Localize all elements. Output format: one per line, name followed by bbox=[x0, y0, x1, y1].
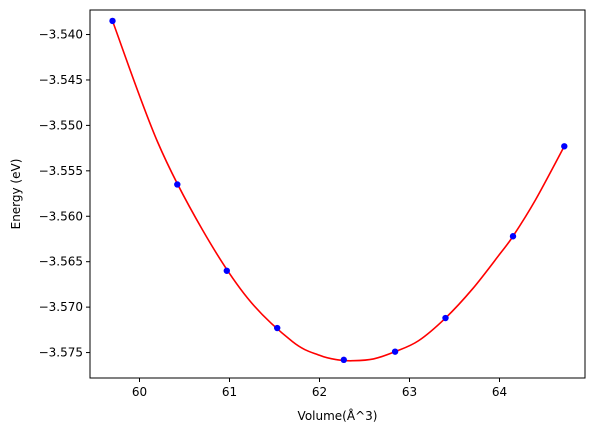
data-point bbox=[340, 356, 347, 364]
data-point bbox=[109, 17, 116, 25]
y-tick-label: −3.565 bbox=[39, 255, 83, 269]
x-axis-title: Volume(Å^3) bbox=[298, 408, 378, 423]
y-tick-label: −3.570 bbox=[39, 300, 83, 314]
x-tick-label: 62 bbox=[312, 385, 327, 399]
fit-curve-line bbox=[111, 20, 566, 362]
y-tick-label: −3.575 bbox=[39, 346, 83, 360]
y-axis-ticks: −3.540 −3.545 −3.550 −3.555 −3.560 −3.565 −3.5… bbox=[39, 28, 90, 360]
y-tick-label: −3.540 bbox=[39, 28, 83, 42]
data-point bbox=[223, 267, 230, 274]
y-tick-label: −3.555 bbox=[39, 164, 83, 178]
data-point bbox=[174, 181, 181, 188]
x-axis-ticks: 60 61 62 63 64 bbox=[132, 378, 507, 399]
fit-curve-layer bbox=[111, 20, 566, 362]
y-axis-title: Energy (eV) bbox=[9, 159, 23, 230]
y-tick-label: −3.550 bbox=[39, 118, 83, 132]
data-point bbox=[442, 314, 449, 322]
x-tick-label: 63 bbox=[402, 385, 417, 399]
data-point bbox=[274, 324, 281, 332]
y-tick-label: −3.560 bbox=[39, 209, 83, 223]
data-point bbox=[391, 348, 399, 355]
plot-frame bbox=[89, 9, 586, 379]
data-point bbox=[561, 143, 568, 150]
data-point bbox=[509, 233, 517, 240]
x-tick-label: 61 bbox=[222, 385, 237, 399]
y-tick-label: −3.545 bbox=[39, 73, 83, 87]
x-tick-label: 64 bbox=[492, 385, 507, 399]
data-points-layer bbox=[109, 17, 568, 364]
x-tick-label: 60 bbox=[132, 385, 147, 399]
plot-area bbox=[90, 10, 585, 378]
